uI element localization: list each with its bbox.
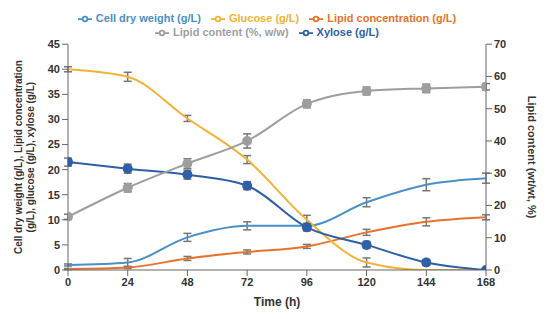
svg-text:168: 168: [477, 276, 495, 288]
svg-text:40: 40: [48, 63, 60, 75]
svg-text:25: 25: [48, 138, 60, 150]
html-text:Lipid concentration (g/L): Lipid concentration (g/L): [327, 12, 457, 24]
svg-text:24: 24: [122, 276, 135, 288]
svg-text:5: 5: [54, 239, 60, 251]
svg-text:60: 60: [494, 70, 506, 82]
svg-text:144: 144: [417, 276, 436, 288]
svg-text:Time (h): Time (h): [254, 295, 300, 309]
svg-text:48: 48: [181, 276, 193, 288]
svg-text:0: 0: [65, 276, 71, 288]
svg-text:120: 120: [357, 276, 375, 288]
svg-text:Lipid content (wt/wt, %): Lipid content (wt/wt, %): [526, 96, 538, 219]
svg-text:96: 96: [301, 276, 313, 288]
html-text:Glucose (g/L): Glucose (g/L): [229, 12, 300, 24]
svg-text:30: 30: [494, 167, 506, 179]
svg-text:40: 40: [494, 135, 506, 147]
svg-text:70: 70: [494, 38, 506, 50]
svg-text:10: 10: [48, 214, 60, 226]
svg-text:20: 20: [494, 199, 506, 211]
svg-text:50: 50: [494, 103, 506, 115]
svg-text:35: 35: [48, 88, 60, 100]
svg-text:72: 72: [241, 276, 253, 288]
html-text:Lipid content (%, w/w): Lipid content (%, w/w): [173, 26, 289, 39]
svg-text:0: 0: [494, 264, 500, 276]
svg-text:Cell dry weight (g/L), Lipid c: Cell dry weight (g/L), Lipid concentrati…: [13, 60, 36, 254]
svg-text:30: 30: [48, 113, 60, 125]
svg-text:0: 0: [54, 264, 60, 276]
svg-text:15: 15: [48, 189, 60, 201]
html-text:Cell dry weight (g/L): Cell dry weight (g/L): [95, 12, 201, 24]
svg-text:10: 10: [494, 232, 506, 244]
svg-text:45: 45: [48, 38, 60, 50]
html-text:Xylose (g/L): Xylose (g/L): [316, 26, 379, 39]
svg-text:20: 20: [48, 164, 60, 176]
